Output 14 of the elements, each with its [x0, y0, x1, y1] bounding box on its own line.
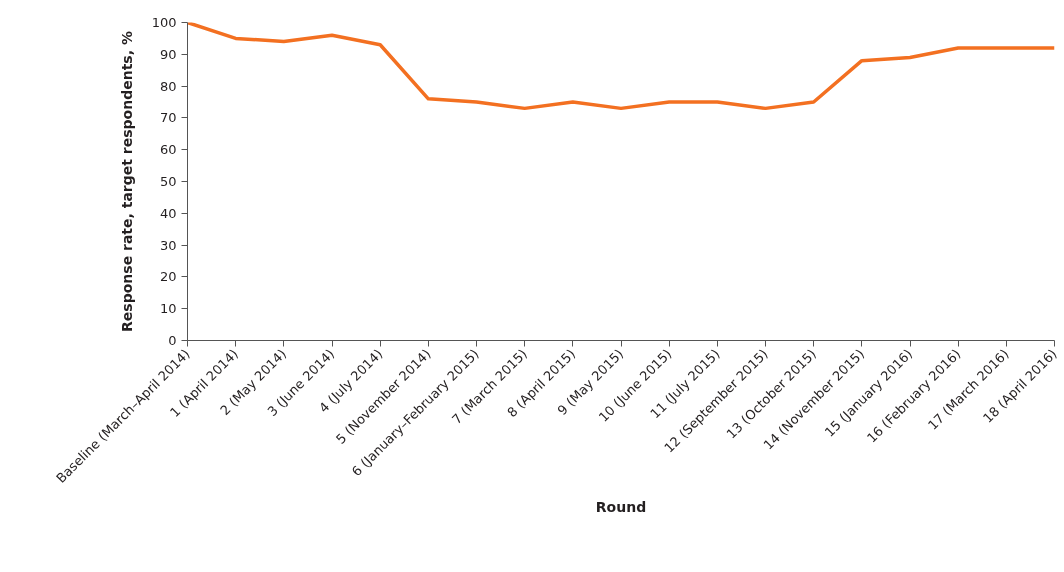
y-tick-label: 100	[151, 15, 177, 30]
y-tick-label: 10	[159, 301, 177, 317]
y-tick-label: 0	[168, 333, 177, 348]
x-axis-title: Round	[595, 499, 647, 516]
y-tick-label: 30	[159, 237, 177, 253]
y-tick-label: 70	[159, 110, 177, 126]
y-tick-label: 40	[159, 205, 177, 221]
y-tick-label: 50	[159, 174, 177, 189]
y-axis-title: Response rate, target respondents, %	[118, 31, 135, 332]
y-tick-label: 60	[159, 142, 177, 158]
y-tick-label: 90	[159, 46, 177, 62]
y-tick-label: 20	[159, 269, 177, 285]
line-series	[187, 22, 1055, 111]
y-tick-label: 80	[159, 78, 177, 94]
